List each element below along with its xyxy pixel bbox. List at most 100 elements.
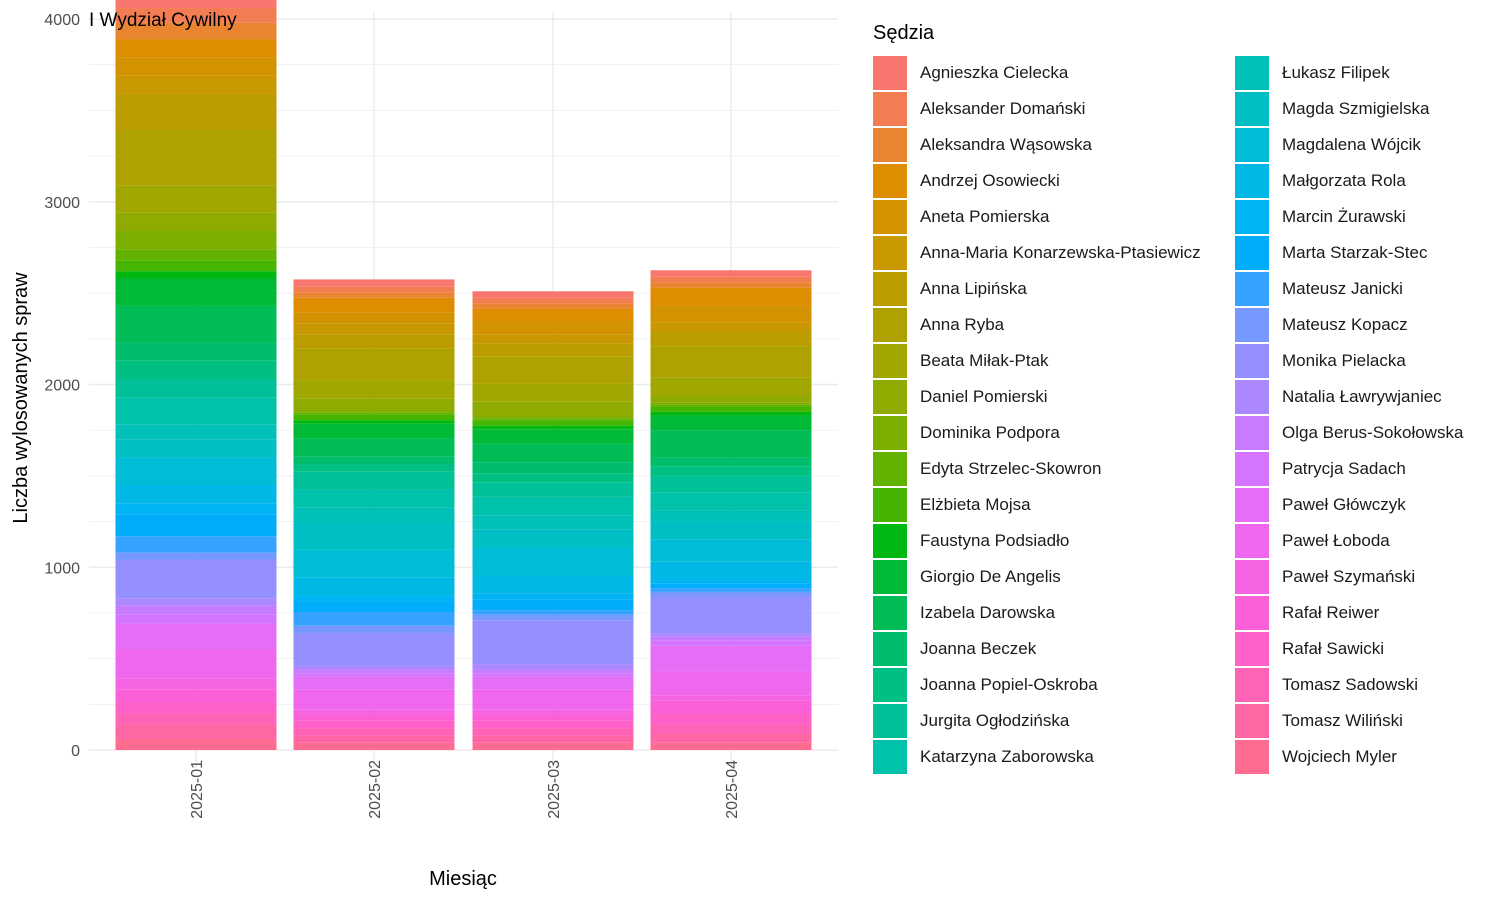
bar-segment [293, 348, 455, 380]
legend-item: Elżbieta Mojsa [873, 487, 1031, 523]
legend-label: Anna Ryba [920, 315, 1005, 334]
y-tick-label: 0 [71, 743, 80, 760]
bar-segment [650, 331, 812, 347]
bar-segment [293, 438, 455, 457]
legend-item: Faustyna Podsiadło [873, 523, 1069, 559]
y-axis-ticks: 0 1000 2000 3000 4000 [44, 12, 80, 760]
legend-label: Faustyna Podsiadło [920, 531, 1070, 550]
legend-label: Joanna Popiel-Oskroba [920, 675, 1098, 694]
bar-segment [650, 521, 812, 540]
bar-segment [472, 548, 634, 576]
bar-segment [115, 552, 277, 560]
bar-segment [293, 601, 455, 613]
bar-segment [472, 735, 634, 743]
bar-segment [650, 282, 812, 288]
legend-swatch [1235, 308, 1269, 342]
legend-item: Agnieszka Cielecka [873, 55, 1068, 91]
bar-segment [472, 515, 634, 530]
bar-segment [115, 57, 277, 76]
legend-item: Anna-Maria Konarzewska-Ptasiewicz [873, 235, 1201, 271]
bar-segment [115, 485, 277, 504]
bar-segment [115, 249, 277, 261]
bar-segment [650, 276, 812, 283]
legend-item: Jurgita Ogłodzińska [873, 703, 1069, 739]
legend-label: Marta Starzak-Stec [1282, 243, 1428, 262]
bar-segment [472, 443, 634, 463]
bar-segment [115, 278, 277, 306]
legend-swatch [873, 308, 907, 342]
bar-segment [650, 430, 812, 458]
bar-segment [472, 343, 634, 357]
bar-segment [115, 130, 277, 186]
bar-segment [472, 425, 634, 430]
legend-label: Małgorzata Rola [1282, 171, 1406, 190]
bar-segment [115, 342, 277, 361]
legend-swatch [873, 668, 907, 702]
legend-label: Aneta Pomierska [920, 207, 1050, 226]
legend-label: Giorgio De Angelis [920, 567, 1061, 586]
bar-segment [293, 742, 455, 750]
bar-segment [115, 185, 277, 213]
bar-segment [293, 489, 455, 508]
bar-segment [293, 286, 455, 293]
bar-segment [115, 598, 277, 606]
legend-label: Paweł Szymański [1282, 567, 1416, 586]
legend-swatch [873, 92, 907, 126]
legend-swatch [873, 236, 907, 270]
legend-swatch [873, 452, 907, 486]
bar-segment [293, 665, 455, 670]
legend-label: Rafał Sawicki [1282, 639, 1385, 658]
bar-segment [472, 593, 634, 600]
bar-segment [650, 402, 812, 405]
bar-segment [650, 671, 812, 696]
bar-segment [115, 230, 277, 250]
bar-segment [472, 418, 634, 421]
legend-item: Wojciech Myler [1235, 739, 1397, 775]
legend-item: Monika Pielacka [1235, 343, 1406, 379]
y-tick-label: 2000 [44, 378, 80, 395]
legend-item: Aneta Pomierska [873, 199, 1049, 235]
legend-label: Łukasz Filipek [1282, 63, 1390, 82]
bar-segment [293, 735, 455, 743]
legend-swatch [1235, 632, 1269, 666]
bar-segment [293, 292, 455, 298]
bar-segment [115, 397, 277, 425]
legend-swatch [873, 56, 907, 90]
legend-swatch [873, 416, 907, 450]
legend-item: Anna Ryba [873, 307, 1004, 343]
bar-segment [115, 424, 277, 440]
bar-segment [115, 514, 277, 537]
legend-label: Anna-Maria Konarzewska-Ptasiewicz [920, 243, 1201, 262]
bar-segment [472, 321, 634, 335]
legend-item: Aleksander Domański [873, 91, 1085, 127]
bar-segment [472, 496, 634, 516]
bar-segment [293, 612, 455, 626]
legend-label: Natalia Ławrywjaniec [1282, 387, 1442, 406]
bar-segment [293, 595, 455, 602]
legend-title: Sędzia [873, 22, 935, 44]
legend-swatch [1235, 92, 1269, 126]
bar-segment [650, 322, 812, 332]
bar-segment [115, 271, 277, 279]
legend-label: Edyta Strzelec-Skowron [920, 459, 1102, 478]
legend-item: Olga Berus-Sokołowska [1235, 415, 1463, 451]
bar-segment [650, 724, 812, 734]
legend-item: Łukasz Filipek [1235, 55, 1390, 91]
bar-segment [472, 473, 634, 483]
legend-item: Paweł Główczyk [1235, 487, 1406, 523]
bar-segment [115, 379, 277, 398]
legend-item: Joanna Beczek [873, 631, 1036, 667]
legend-label: Monika Pielacka [1282, 351, 1406, 370]
bar-segment [115, 536, 277, 553]
bar-segment [115, 212, 277, 231]
bar-segment [472, 401, 634, 417]
legend-label: Dominika Podpora [920, 423, 1060, 442]
legend-swatch [873, 128, 907, 162]
bar-segment [650, 406, 812, 412]
legend-swatch [873, 272, 907, 306]
legend-item: Andrzej Osowiecki [873, 163, 1060, 199]
legend-label: Aleksandra Wąsowska [920, 135, 1092, 154]
bar-segment [115, 93, 277, 131]
bar-segment [472, 689, 634, 710]
bar-segment [472, 334, 634, 344]
